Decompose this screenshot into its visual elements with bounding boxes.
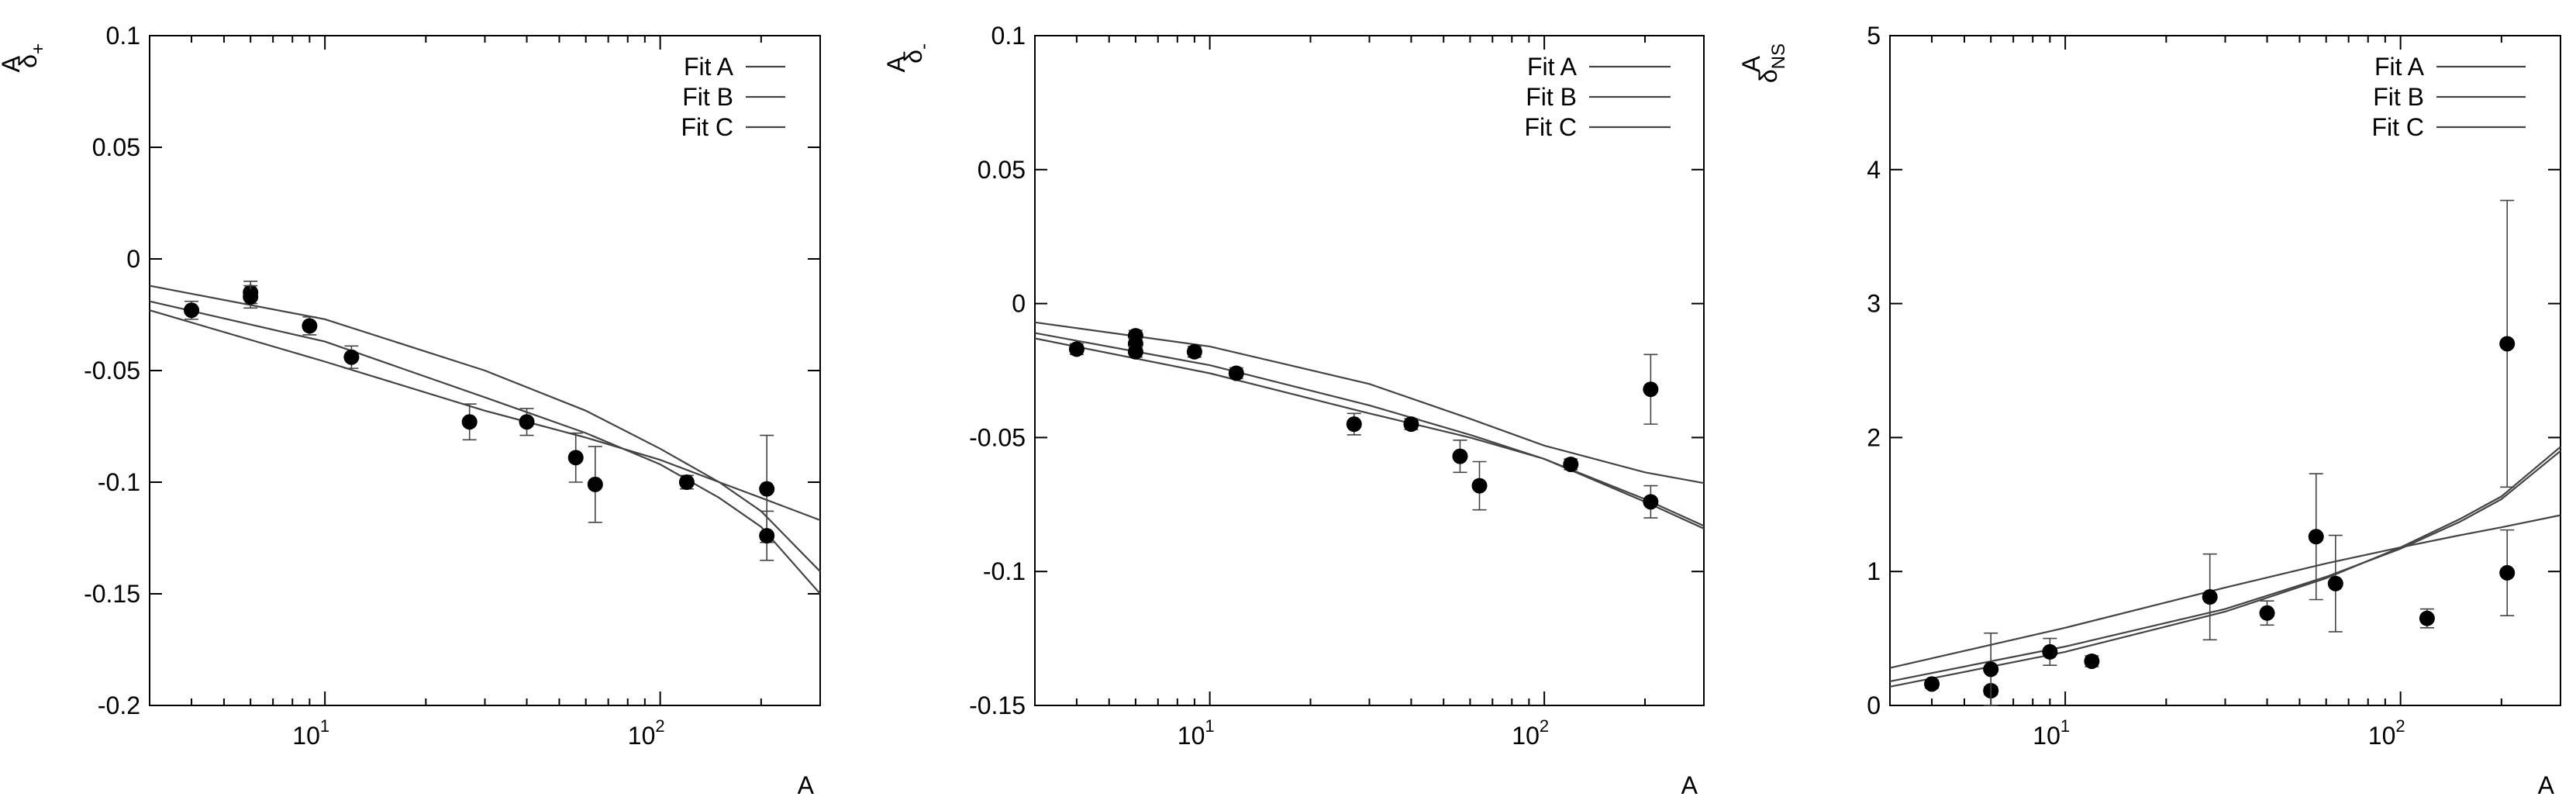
- x-tick-label: 102: [1512, 716, 1549, 750]
- data-point: [2499, 564, 2516, 581]
- y-tick-label: 1: [1867, 557, 1881, 585]
- x-tick-label: 101: [1178, 716, 1215, 750]
- y-tick-label: -0.1: [983, 557, 1026, 585]
- legend-label: Fit B: [682, 83, 733, 111]
- data-point: [759, 528, 775, 544]
- data-point: [343, 349, 360, 365]
- fit-curve-fit-a: [149, 285, 821, 572]
- data-point: [567, 450, 584, 466]
- data-point: [519, 414, 535, 430]
- legend-label: Fit A: [2374, 53, 2425, 81]
- data-point: [2419, 610, 2435, 626]
- legend-label: Fit A: [684, 53, 734, 81]
- data-point: [243, 288, 259, 305]
- data-point: [678, 474, 695, 490]
- data-point: [1403, 416, 1419, 433]
- data-point: [2259, 605, 2275, 621]
- data-point: [1186, 343, 1202, 360]
- y-tick-label: 4: [1867, 156, 1881, 184]
- plot-frame: [1889, 35, 2561, 706]
- fit-curve-fit-b: [1034, 332, 1705, 527]
- y-tick-label: -0.15: [969, 691, 1026, 719]
- x-axis-label: A: [1681, 771, 1698, 799]
- plot-frame: [1034, 35, 1705, 706]
- data-point: [587, 476, 603, 492]
- y-axis-label: δNS: [1754, 43, 1789, 83]
- data-point: [1228, 365, 1244, 381]
- y-tick-label: 2: [1867, 423, 1881, 451]
- legend-label: Fit C: [2371, 113, 2424, 141]
- y-tick-label: -0.05: [969, 423, 1026, 451]
- y-tick-label: 3: [1867, 290, 1881, 318]
- data-point: [1471, 478, 1488, 494]
- data-point: [1563, 456, 1579, 472]
- y-axis-label: δ-: [899, 43, 934, 64]
- data-point: [1643, 494, 1659, 510]
- y-tick-label: -0.1: [98, 468, 140, 496]
- x-tick-label: 101: [292, 716, 329, 750]
- y-axis-label-superscript: A: [882, 55, 910, 72]
- fit-curve-fit-c: [1034, 337, 1705, 529]
- chart-panel-1: -0.2-0.15-0.1-0.0500.050.1101102Aδ+AFit …: [0, 22, 821, 799]
- data-point: [184, 302, 200, 319]
- data-point: [2308, 529, 2324, 545]
- data-point: [1643, 381, 1659, 398]
- y-tick-label: -0.15: [84, 580, 140, 608]
- data-point: [2042, 643, 2058, 660]
- data-point: [1983, 661, 1999, 678]
- legend-label: Fit C: [681, 113, 733, 141]
- data-point: [2327, 575, 2343, 591]
- fit-curve-fit-a: [1889, 514, 2561, 669]
- y-tick-label: -0.2: [98, 691, 140, 719]
- data-point: [1452, 448, 1468, 464]
- y-tick-label: -0.05: [84, 357, 140, 385]
- y-axis-label-superscript: A: [0, 55, 25, 72]
- y-tick-label: 0.05: [92, 133, 140, 161]
- legend-label: Fit A: [1527, 53, 1578, 81]
- data-point: [302, 318, 318, 334]
- x-tick-label: 102: [628, 716, 665, 750]
- y-tick-label: 5: [1867, 22, 1881, 50]
- legend-label: Fit B: [1526, 83, 1577, 111]
- x-tick-label: 102: [2368, 716, 2405, 750]
- x-axis-label: A: [2538, 771, 2555, 799]
- data-point: [2084, 653, 2100, 669]
- y-axis-label-superscript: A: [1737, 55, 1765, 72]
- data-point: [1068, 341, 1085, 357]
- data-point: [461, 414, 478, 430]
- data-point: [2499, 336, 2516, 352]
- legend-label: Fit C: [1524, 113, 1577, 141]
- data-point: [2202, 589, 2218, 605]
- y-tick-label: 0: [126, 245, 140, 273]
- legend-label: Fit B: [2373, 83, 2424, 111]
- data-point: [759, 481, 775, 497]
- y-axis-label: δ+: [14, 43, 49, 68]
- y-tick-label: 0: [1012, 290, 1026, 318]
- data-point: [1346, 416, 1362, 433]
- x-axis-label: A: [798, 771, 815, 799]
- data-point: [1924, 676, 1940, 692]
- y-tick-label: 0.1: [106, 22, 140, 50]
- y-tick-label: 0.1: [991, 22, 1026, 50]
- fit-curve-fit-c: [149, 309, 821, 522]
- x-tick-label: 101: [2033, 716, 2070, 750]
- y-tick-label: 0.05: [978, 156, 1026, 184]
- data-point: [1127, 343, 1143, 360]
- fit-curve-fit-c: [1889, 450, 2561, 682]
- fit-curve-fit-b: [149, 300, 821, 595]
- y-tick-label: 0: [1867, 691, 1881, 719]
- fit-curve-fit-a: [1034, 321, 1705, 485]
